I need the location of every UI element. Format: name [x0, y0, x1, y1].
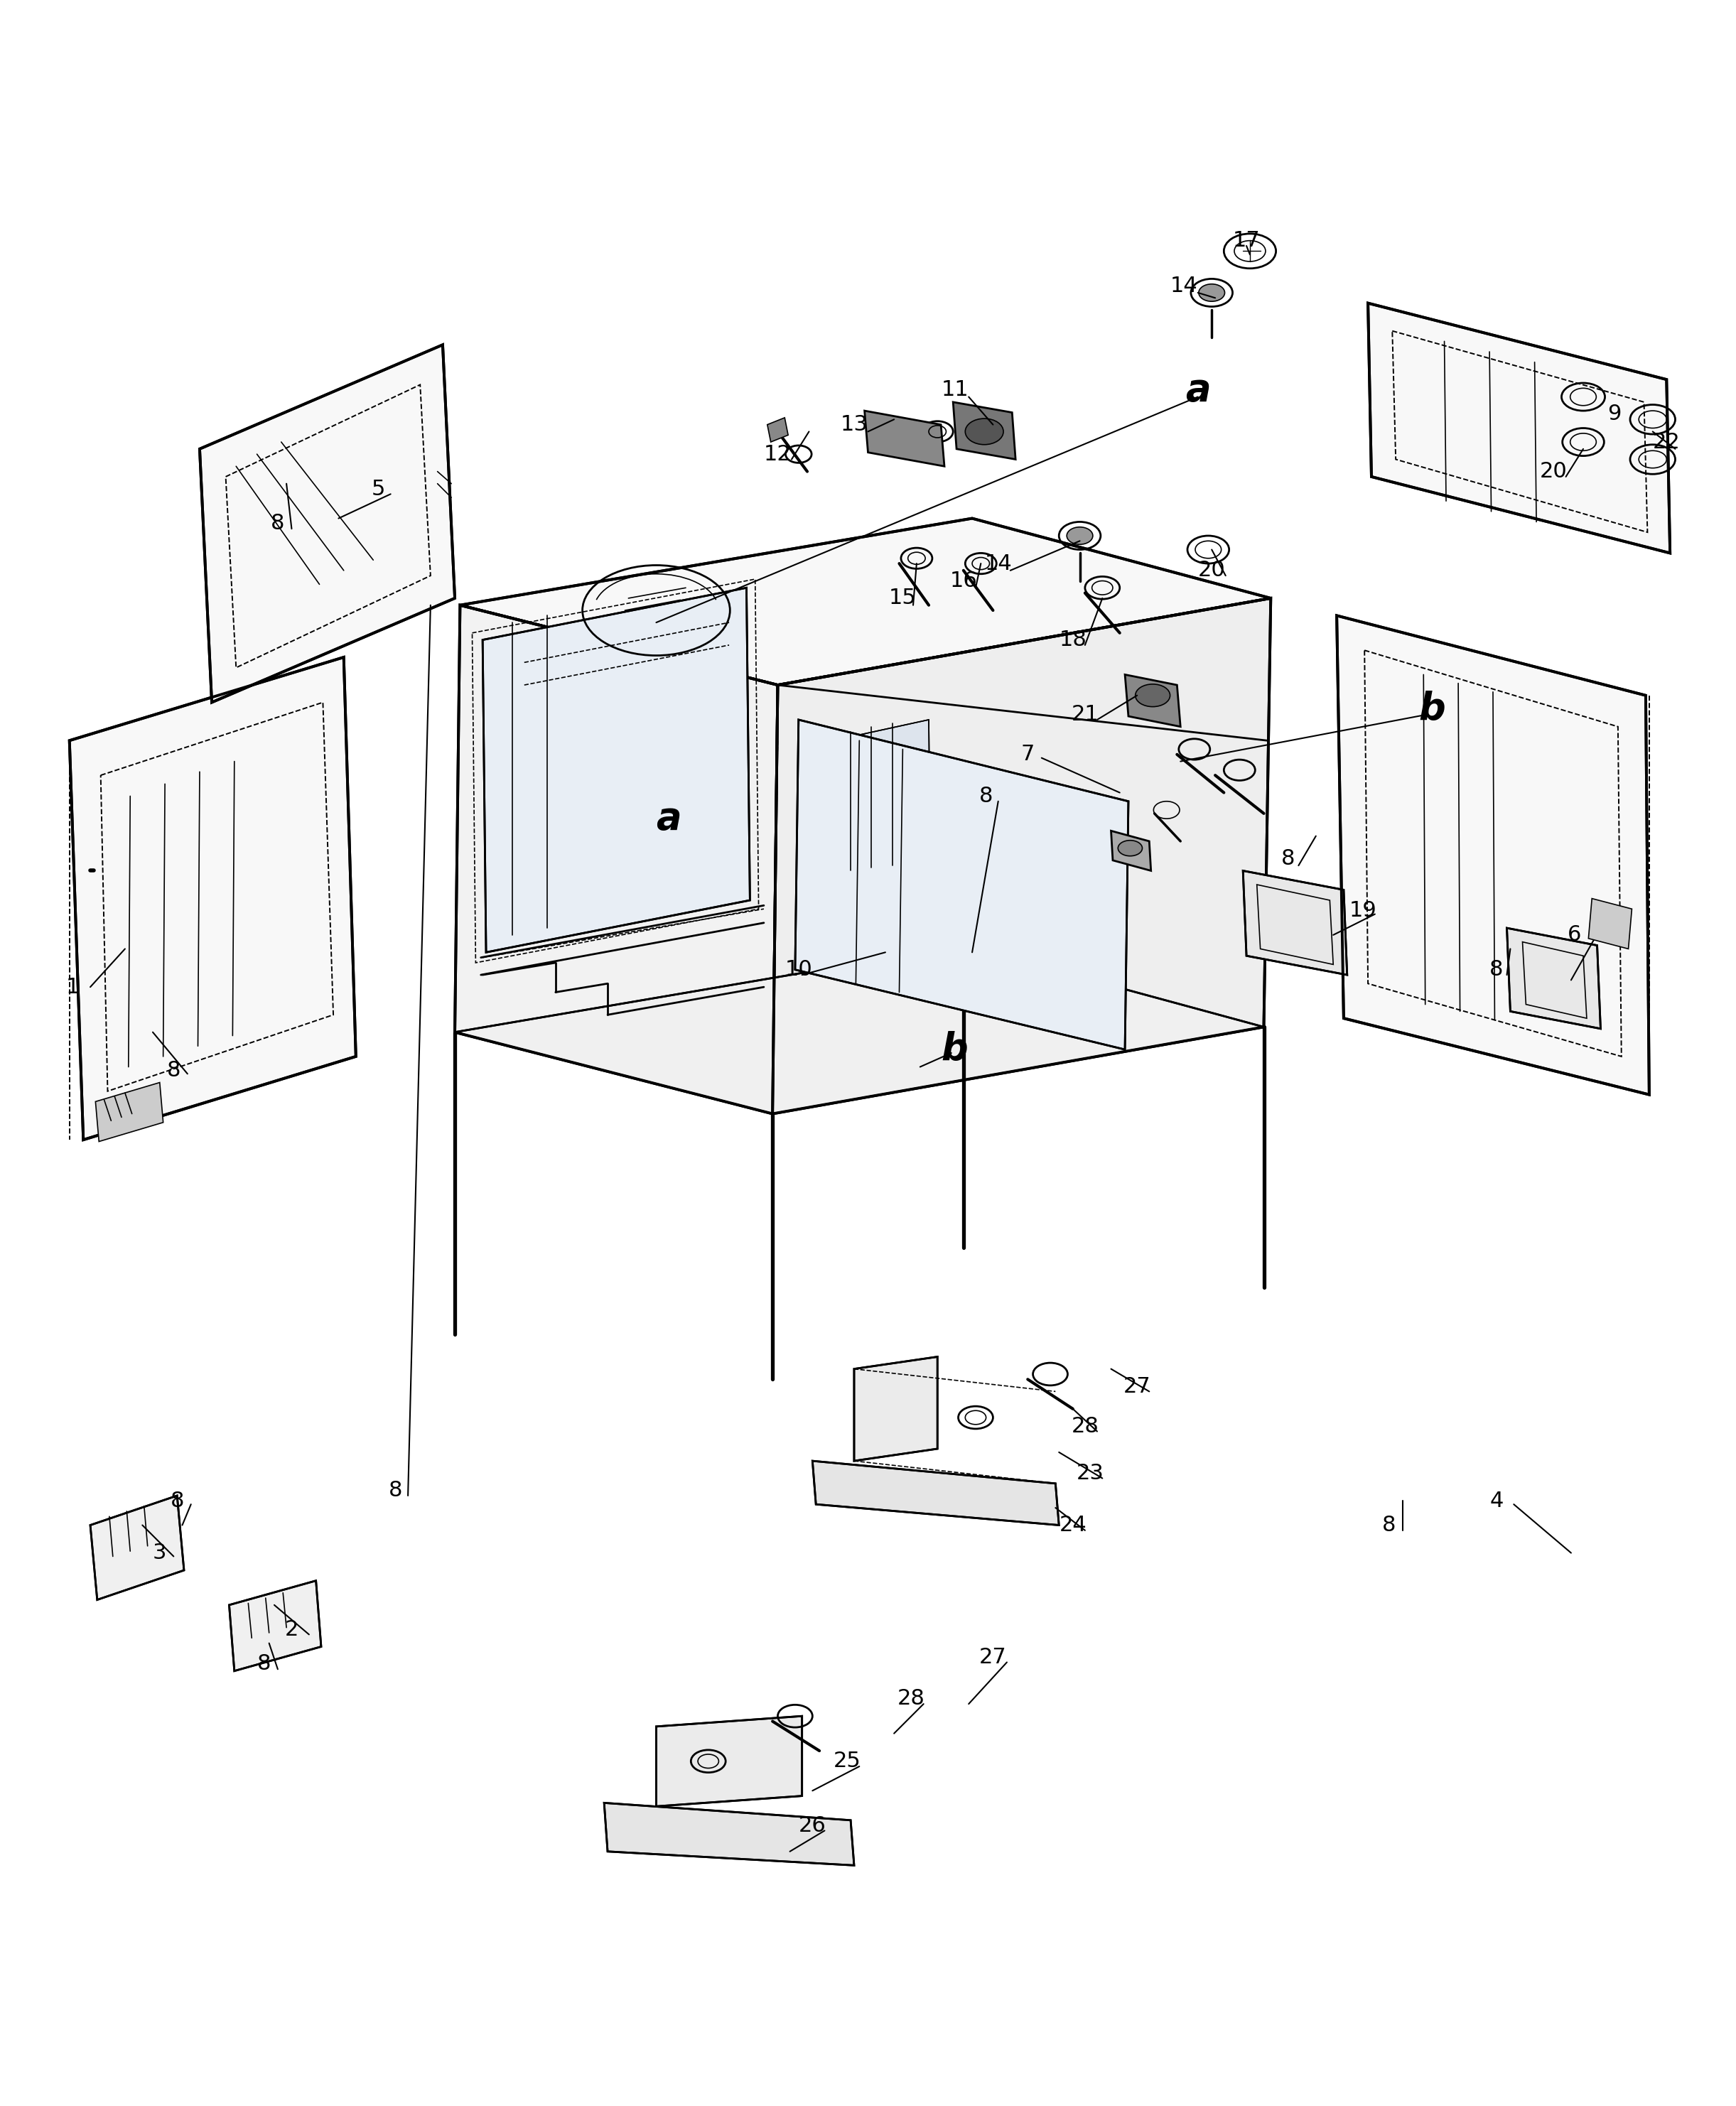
Text: 22: 22	[1653, 432, 1680, 453]
Text: 8: 8	[1382, 1514, 1396, 1535]
Text: 28: 28	[898, 1689, 925, 1710]
Polygon shape	[1588, 899, 1632, 950]
Ellipse shape	[1118, 840, 1142, 855]
Text: 1: 1	[66, 977, 80, 998]
Text: 27: 27	[979, 1647, 1007, 1668]
Polygon shape	[90, 1495, 184, 1601]
Text: 16: 16	[950, 571, 977, 592]
Text: 20: 20	[1540, 461, 1568, 482]
Ellipse shape	[1135, 684, 1170, 708]
Polygon shape	[1243, 870, 1347, 975]
Text: 21: 21	[1071, 703, 1099, 724]
Text: 18: 18	[1059, 630, 1087, 651]
Polygon shape	[455, 604, 778, 1114]
Text: 8: 8	[271, 514, 285, 535]
Polygon shape	[1337, 615, 1649, 1095]
Text: 20: 20	[1198, 560, 1226, 581]
Text: 25: 25	[833, 1750, 861, 1771]
Polygon shape	[229, 1582, 321, 1670]
Text: b: b	[1418, 691, 1446, 729]
Text: 8: 8	[979, 786, 993, 807]
Text: a: a	[656, 800, 681, 838]
Polygon shape	[854, 1356, 937, 1462]
Text: 8: 8	[1489, 960, 1503, 979]
Text: 8: 8	[257, 1653, 271, 1674]
Text: 23: 23	[1076, 1464, 1104, 1483]
Polygon shape	[604, 1803, 854, 1866]
Text: 15: 15	[889, 588, 917, 609]
Text: 9: 9	[1608, 404, 1621, 425]
Polygon shape	[833, 720, 930, 897]
Text: 6: 6	[1568, 925, 1581, 946]
Text: 4: 4	[1489, 1491, 1503, 1512]
Text: 14: 14	[984, 554, 1012, 573]
Text: 12: 12	[764, 444, 792, 465]
Polygon shape	[455, 946, 1264, 1114]
Polygon shape	[795, 720, 1128, 1049]
Polygon shape	[953, 402, 1016, 459]
Text: b: b	[941, 1032, 969, 1068]
Text: 10: 10	[785, 960, 812, 979]
Polygon shape	[1125, 674, 1180, 727]
Polygon shape	[200, 345, 455, 703]
Text: 19: 19	[1349, 901, 1377, 920]
Text: 3: 3	[153, 1542, 167, 1563]
Polygon shape	[1368, 303, 1670, 554]
Polygon shape	[767, 417, 788, 442]
Text: 13: 13	[840, 415, 868, 436]
Polygon shape	[483, 588, 750, 952]
Ellipse shape	[1066, 526, 1094, 545]
Polygon shape	[865, 411, 944, 465]
Text: 2: 2	[285, 1620, 299, 1641]
Text: 5: 5	[372, 478, 385, 499]
Text: 8: 8	[167, 1059, 181, 1080]
Text: 8: 8	[1281, 849, 1295, 870]
Text: 7: 7	[1021, 743, 1035, 764]
Text: 26: 26	[799, 1815, 826, 1836]
Text: 27: 27	[1123, 1375, 1151, 1396]
Text: 14: 14	[1170, 276, 1198, 297]
Polygon shape	[460, 518, 1271, 684]
Polygon shape	[95, 1082, 163, 1141]
Polygon shape	[812, 1462, 1059, 1525]
Text: a: a	[1186, 371, 1210, 409]
Text: 11: 11	[941, 379, 969, 400]
Polygon shape	[656, 1716, 802, 1807]
Polygon shape	[69, 657, 356, 1139]
Polygon shape	[1111, 830, 1151, 870]
Ellipse shape	[965, 419, 1003, 444]
Text: 8: 8	[170, 1491, 184, 1512]
Ellipse shape	[1198, 284, 1224, 301]
Polygon shape	[1507, 929, 1601, 1028]
Text: 24: 24	[1059, 1514, 1087, 1535]
Text: 17: 17	[1233, 230, 1260, 251]
Text: 28: 28	[1071, 1415, 1099, 1436]
Polygon shape	[773, 598, 1271, 1114]
Text: 8: 8	[389, 1481, 403, 1502]
